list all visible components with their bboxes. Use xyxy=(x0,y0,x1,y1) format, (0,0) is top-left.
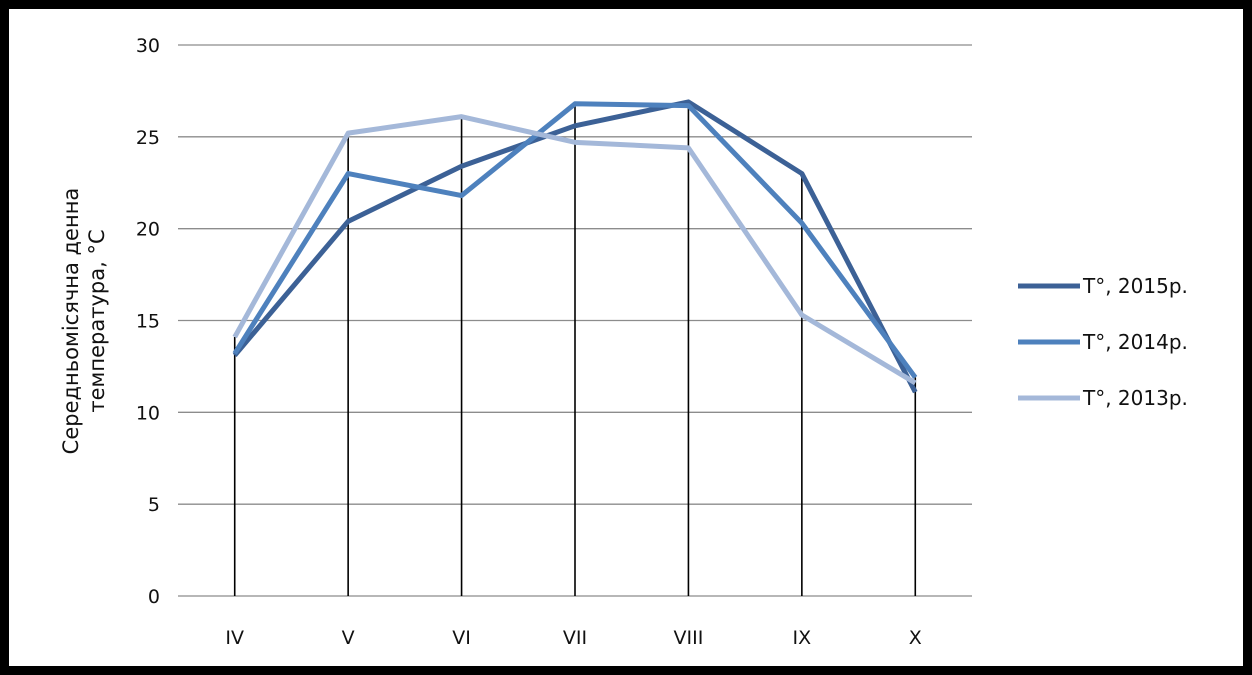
x-tick-label: VIII xyxy=(674,627,704,649)
y-tick-label: 20 xyxy=(136,219,160,241)
y-tick-label: 15 xyxy=(136,311,160,333)
y-tick-label: 0 xyxy=(148,586,160,608)
legend-label: T°, 2015р. xyxy=(1082,274,1188,298)
y-tick-labels: 0 5 10 15 20 25 30 xyxy=(136,35,160,608)
x-tick-label: VI xyxy=(452,627,471,649)
y-axis-title: Середньомісячна деннатемпература, °C xyxy=(59,188,109,455)
series-line-3 xyxy=(232,114,917,386)
x-tick-labels: IV V VI VII VIII IX X xyxy=(225,627,921,649)
series-line-2 xyxy=(232,101,918,379)
x-tick-label: V xyxy=(342,627,355,649)
y-tick-label: 10 xyxy=(136,402,160,424)
x-tick-label: VII xyxy=(563,627,587,649)
y-tick-label: 5 xyxy=(148,494,160,516)
x-tick-label: IV xyxy=(225,627,244,649)
y-tick-label: 25 xyxy=(136,127,160,149)
x-tick-label: X xyxy=(909,627,922,649)
x-tick-label: IX xyxy=(793,627,812,649)
y-tick-label: 30 xyxy=(136,35,160,57)
legend-label: T°, 2014р. xyxy=(1082,330,1188,354)
series-line-1 xyxy=(232,99,918,394)
y-axis-title-line: температура, °C xyxy=(85,229,109,412)
y-axis-title-line: Середньомісячна денна xyxy=(59,188,83,455)
series-lines xyxy=(232,99,918,394)
drop-lines xyxy=(233,101,917,596)
legend-label: T°, 2013р. xyxy=(1082,386,1188,410)
y-axis-label: Середньомісячна деннатемпература, °C xyxy=(59,188,109,455)
legend: T°, 2015р. T°, 2014р. T°, 2013р. xyxy=(1018,274,1188,410)
